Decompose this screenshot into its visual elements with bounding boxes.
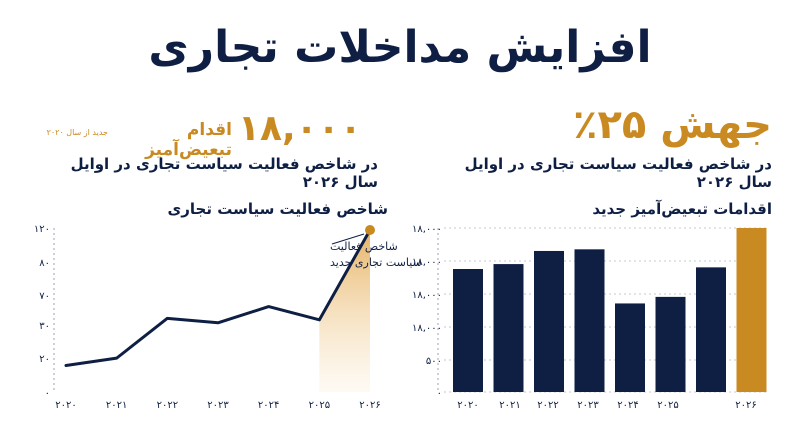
bar-xtick-label: ۲۰۲۲ (537, 400, 558, 411)
line-chart: ۱۲۰ ۸۰ ۷۰ ۳۰ ۲۰ ۰ ۲۰۲۰ ۲۰۲۱ ۲۰۲۲ ۲۰۲۳ ۲۰۲۴ ۲۰۲۵ ۲۰۲۶… (34, 224, 422, 411)
bar-chart: ۱۸,۰۰۰ ۱۸,۰۰۰ ۱۸,۰۰۰ ۱۸,۰۰۰ ۵۰۰ ۰ ۲۰۲۰ ۲۰۲۱ ۲۰۲۲… (412, 224, 768, 411)
bar-xtick-label: ۲۰۲۴ (617, 400, 638, 411)
line-highlight-area (319, 230, 370, 392)
bar-xtick-label: ۲۰۲۱ (499, 400, 520, 411)
bar-xtick-label: ۲۰۲۳ (577, 400, 599, 411)
bar (453, 269, 483, 392)
line-ytick-label: ۷۰ (39, 291, 50, 302)
headline-number: ۱۸,۰۰۰ (238, 108, 362, 149)
line-xtick-label: ۲۰۲۵ (309, 400, 330, 411)
left-subtitle: در شاخص فعالیت سیاست تجاری در اوایل سال … (70, 155, 378, 191)
bar-xtick-label: ۲۰۲۵ (657, 400, 678, 411)
line-xtick-label: ۲۰۲۲ (157, 400, 178, 411)
line-xtick-label: ۲۰۲۱ (106, 400, 127, 411)
bar-xtick-label: ۲۰۲۰ (457, 400, 478, 411)
bar-ytick-label: ۱۸,۰۰۰ (412, 290, 442, 301)
line-xtick-label: ۲۰۲۴ (258, 400, 279, 411)
bar (736, 228, 767, 392)
annotation-label: سیاست تجاری جدید (330, 256, 422, 269)
line-ytick-label: ۲۰ (39, 354, 50, 365)
line-ytick-label: ۳۰ (39, 321, 50, 332)
bar (493, 264, 524, 392)
annotation-label: شاخص فعالیت (330, 240, 398, 253)
line-xtick-label: ۲۰۲۰ (55, 400, 76, 411)
bar-ytick-label: ۵۰۰ (426, 356, 442, 367)
line-xtick-label: ۲۰۲۳ (207, 400, 229, 411)
bar (534, 250, 564, 392)
line-chart-title: شاخص فعالیت سیاست تجاری (167, 200, 388, 218)
line-xtick-label: ۲۰۲۶ (359, 400, 380, 411)
headline-label: اقدام تبعیض‌آمیز (145, 120, 232, 160)
page-title: افزایش مداخلات تجاری (148, 22, 652, 73)
bar (696, 267, 726, 392)
bar (655, 296, 686, 392)
line-series (64, 228, 372, 367)
right-headline: جهش ۲۵٪ (573, 102, 772, 148)
line-end-point (365, 225, 375, 235)
bar-ytick-label: ۱۸,۰۰۰ (412, 257, 442, 268)
bar-ytick-label: ۱۸,۰۰۰ (412, 323, 442, 334)
annotation-leader (331, 233, 365, 245)
bar-chart-title: اقدامات تبعیض‌آمیز جدید (592, 200, 772, 218)
right-subtitle: در شاخص فعالیت سیاست تجاری در اوایل سال … (464, 155, 772, 191)
bar-ytick-label: ۱۸,۰۰۰ (412, 224, 442, 235)
headline-small: جدید از سال ۲۰۲۰ (46, 128, 108, 137)
line-ytick-label: ۰ (45, 388, 50, 399)
bar (574, 249, 605, 392)
line-ytick-label: ۸۰ (39, 258, 50, 269)
bar (615, 303, 645, 392)
bar-ytick-label: ۰ (437, 388, 442, 399)
line-ytick-label: ۱۲۰ (34, 224, 50, 235)
bar-xtick-label: ۲۰۲۶ (735, 400, 756, 411)
